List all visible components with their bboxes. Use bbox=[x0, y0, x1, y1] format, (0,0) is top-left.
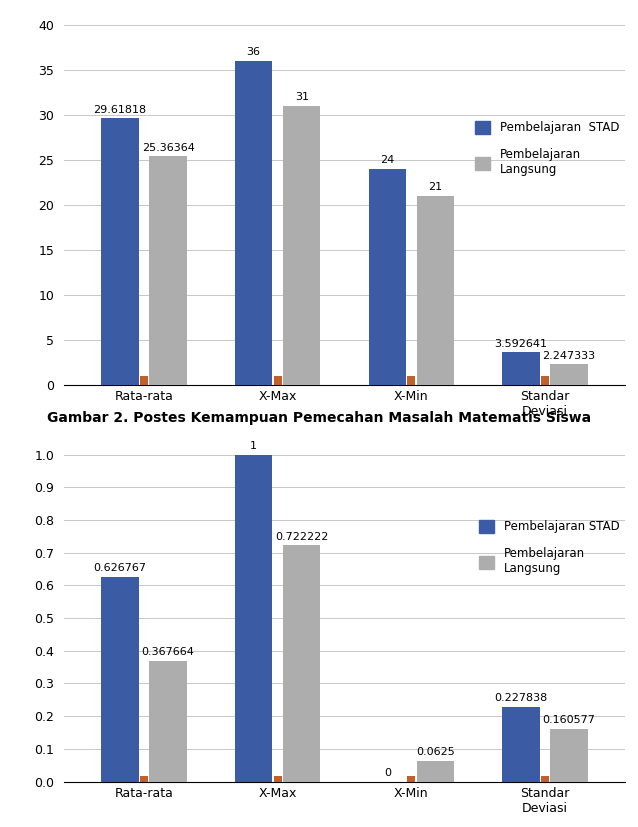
Bar bbox=[417, 196, 454, 385]
Bar bbox=[551, 365, 588, 385]
Bar bbox=[101, 576, 138, 782]
Text: 0.722222: 0.722222 bbox=[275, 532, 329, 542]
Bar bbox=[140, 375, 148, 385]
Text: 0: 0 bbox=[384, 767, 391, 777]
Text: 0.367664: 0.367664 bbox=[142, 648, 195, 657]
Bar bbox=[274, 375, 282, 385]
Bar bbox=[235, 455, 272, 782]
Bar bbox=[502, 707, 540, 782]
Bar bbox=[140, 776, 148, 782]
Text: 0.0625: 0.0625 bbox=[416, 747, 455, 758]
Text: 25.36364: 25.36364 bbox=[142, 143, 195, 153]
Legend: Pembelajaran  STAD, Pembelajaran
Langsung: Pembelajaran STAD, Pembelajaran Langsung bbox=[475, 121, 619, 176]
Bar bbox=[283, 546, 320, 782]
Bar bbox=[417, 761, 454, 782]
Bar bbox=[149, 156, 187, 385]
Text: 31: 31 bbox=[295, 92, 309, 103]
Text: 29.61818: 29.61818 bbox=[93, 104, 147, 115]
Text: 2.247333: 2.247333 bbox=[542, 351, 596, 361]
Bar bbox=[407, 776, 415, 782]
Legend: Pembelajaran STAD, Pembelajaran
Langsung: Pembelajaran STAD, Pembelajaran Langsung bbox=[478, 519, 619, 576]
Bar bbox=[149, 662, 187, 782]
Bar bbox=[369, 169, 406, 385]
Bar bbox=[274, 776, 282, 782]
Bar bbox=[101, 118, 138, 385]
Bar bbox=[541, 375, 549, 385]
Text: 21: 21 bbox=[428, 182, 443, 192]
Text: 3.592641: 3.592641 bbox=[494, 338, 547, 349]
Text: 0.626767: 0.626767 bbox=[93, 562, 147, 573]
Text: 0.160577: 0.160577 bbox=[543, 715, 595, 725]
Bar bbox=[551, 729, 588, 782]
Text: Gambar 2. Postes Kemampuan Pemecahan Masalah Matematis Siswa: Gambar 2. Postes Kemampuan Pemecahan Mas… bbox=[47, 411, 591, 424]
Text: 24: 24 bbox=[380, 155, 394, 165]
Bar bbox=[283, 106, 320, 385]
Bar bbox=[407, 375, 415, 385]
Bar bbox=[541, 776, 549, 782]
Text: 36: 36 bbox=[247, 47, 260, 57]
Bar bbox=[235, 61, 272, 385]
Text: 1: 1 bbox=[250, 441, 257, 451]
Bar bbox=[502, 352, 540, 385]
Text: 0.227838: 0.227838 bbox=[494, 693, 547, 703]
